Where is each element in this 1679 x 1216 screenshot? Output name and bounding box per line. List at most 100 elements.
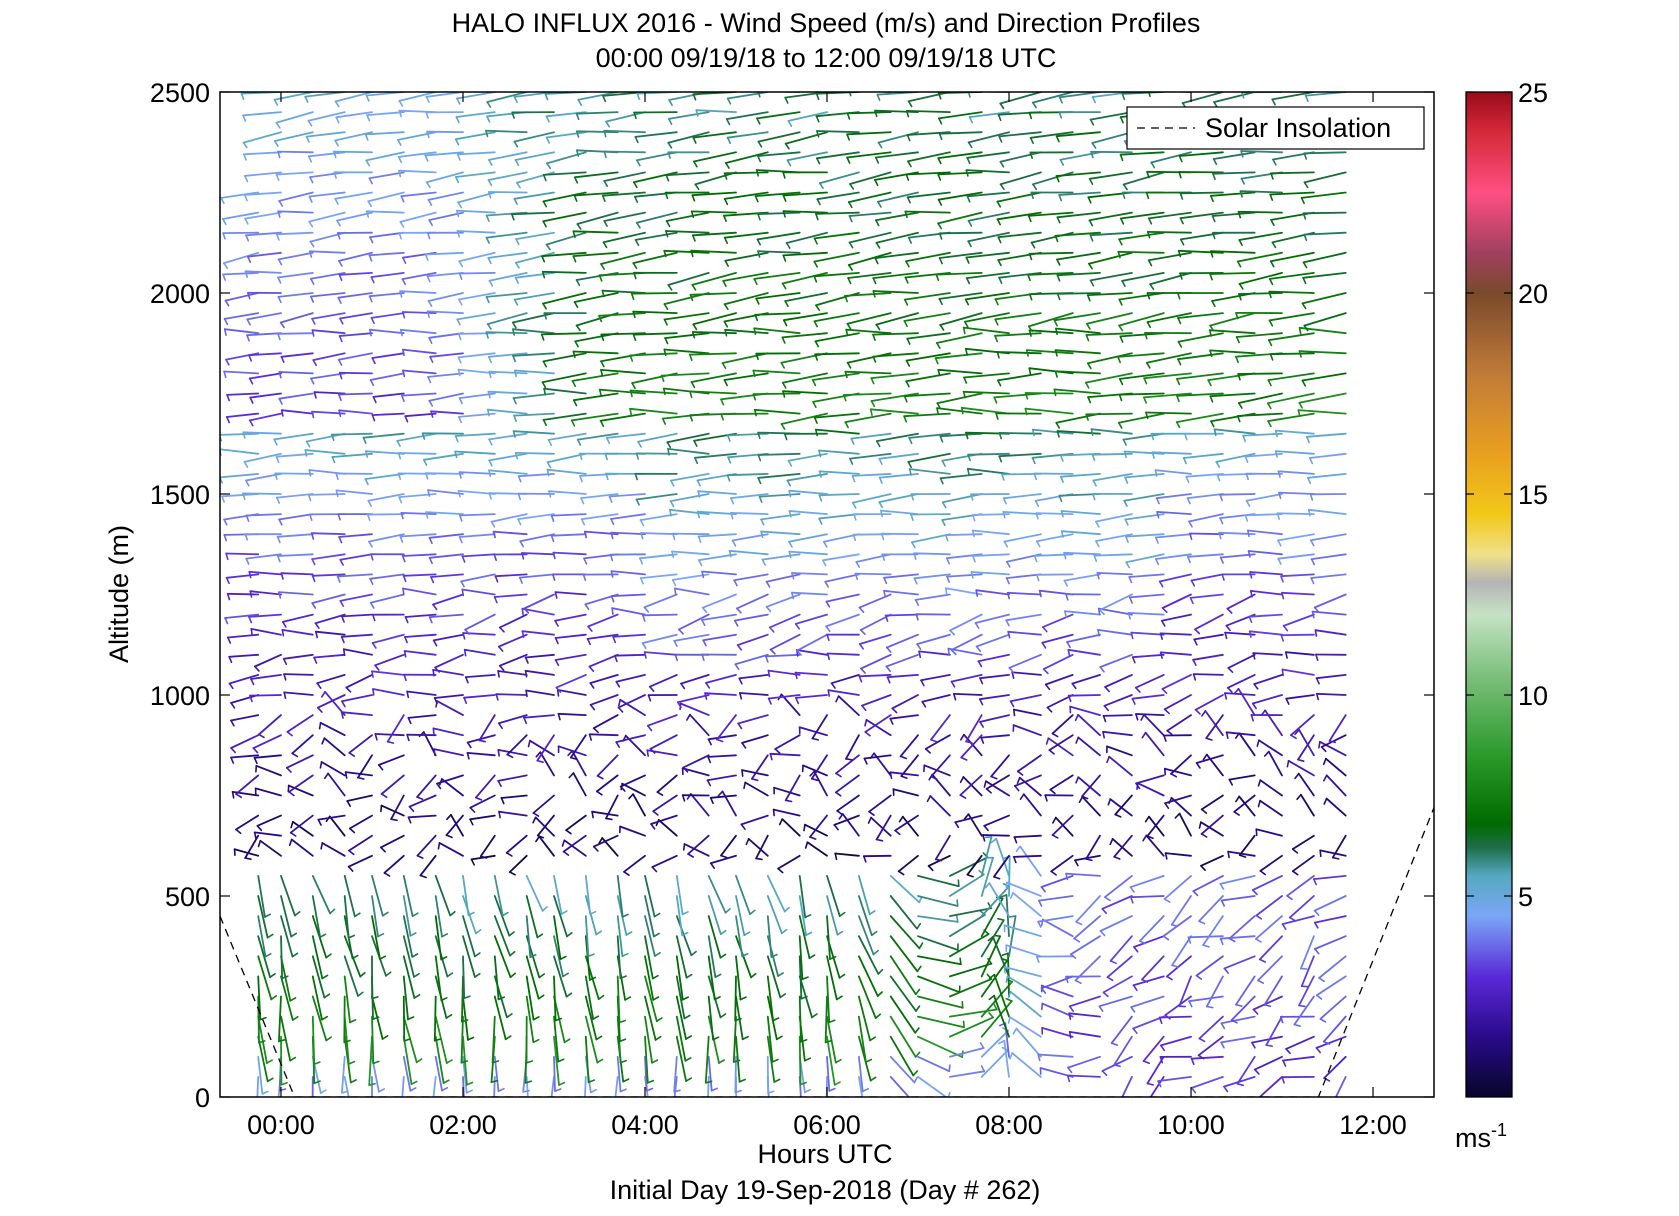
x-tick-label: 00:00 xyxy=(247,1110,315,1140)
wind-barb xyxy=(1175,412,1224,424)
wind-barb xyxy=(826,652,860,656)
wind-barb-flag xyxy=(333,150,337,159)
wind-barb-flag xyxy=(997,259,1002,267)
wind-barb xyxy=(542,171,587,176)
wind-barb xyxy=(1106,745,1133,757)
wind-barb xyxy=(992,935,1010,978)
wind-barb-flag xyxy=(319,1089,327,1094)
wind-barb-flag xyxy=(1318,977,1325,983)
wind-barb-flag xyxy=(723,303,729,311)
wind-barb xyxy=(1319,995,1347,1020)
wind-barb-flag xyxy=(421,432,426,440)
wind-barb-flag xyxy=(903,415,908,423)
wind-barb-flag xyxy=(999,160,1005,168)
wind-barb xyxy=(1298,350,1347,355)
wind-barb xyxy=(689,292,737,296)
wind-barb xyxy=(1239,190,1283,194)
wind-barb xyxy=(1101,1055,1133,1072)
wind-barb-flag xyxy=(600,369,604,377)
wind-barb-flag xyxy=(1098,1005,1104,1013)
wind-barb xyxy=(1123,450,1165,455)
wind-barb xyxy=(396,432,437,442)
wind-barb xyxy=(1070,935,1101,956)
wind-barb xyxy=(765,573,801,583)
wind-barb-flag xyxy=(1314,629,1318,637)
wind-barb-flag xyxy=(290,820,294,829)
wind-barb xyxy=(1230,995,1256,1021)
wind-barb-flag xyxy=(244,175,249,183)
wind-barb xyxy=(546,468,587,475)
wind-barb-flag xyxy=(858,675,863,683)
x-tick-label: 12:00 xyxy=(1339,1110,1407,1140)
wind-barb xyxy=(1255,915,1283,940)
wind-barb-flag xyxy=(277,210,281,218)
wind-barb xyxy=(1125,553,1165,564)
wind-barb-flag xyxy=(266,1077,274,1083)
wind-barb-flag xyxy=(1128,576,1133,584)
wind-barb xyxy=(720,412,769,416)
wind-barb-flag xyxy=(757,250,761,258)
wind-barb-flag xyxy=(402,587,405,596)
wind-barb xyxy=(532,794,555,814)
wind-barb-flag xyxy=(907,100,913,108)
wind-barb-flag xyxy=(1005,975,1009,983)
wind-barb xyxy=(1146,312,1192,324)
wind-barbs xyxy=(220,92,1347,1097)
wind-barb xyxy=(603,211,646,222)
wind-barb xyxy=(309,292,346,298)
wind-barb-flag xyxy=(579,452,583,461)
wind-barb-flag xyxy=(524,656,529,664)
wind-barb xyxy=(1238,271,1283,285)
wind-barb-flag xyxy=(918,942,924,950)
wind-barb xyxy=(553,895,568,938)
wind-barb xyxy=(331,452,373,458)
wind-barb xyxy=(673,633,710,642)
wind-barb-flag xyxy=(886,646,892,653)
wind-barb-flag xyxy=(1058,194,1063,202)
wind-barb xyxy=(935,332,983,344)
wind-barb-flag xyxy=(803,1057,812,1062)
wind-barb xyxy=(907,151,951,163)
wind-barb xyxy=(1209,271,1256,275)
wind-barb-flag xyxy=(230,756,235,764)
wind-barb-flag xyxy=(338,409,342,418)
wind-barb-flag xyxy=(598,837,604,845)
wind-barb xyxy=(795,649,828,656)
wind-barb xyxy=(858,995,871,1042)
wind-barb-flag xyxy=(400,512,404,520)
wind-barb-flag xyxy=(845,328,849,337)
wind-barb-flag xyxy=(338,536,343,544)
wind-barb xyxy=(886,674,919,679)
wind-barb xyxy=(646,714,678,727)
wind-barb xyxy=(1257,955,1283,982)
wind-barb-flag xyxy=(558,1081,566,1086)
wind-barb-flag xyxy=(469,818,474,826)
wind-barb-flag xyxy=(621,913,629,918)
wind-barb-flag xyxy=(1213,428,1217,437)
wind-barb xyxy=(788,550,828,556)
wind-barb-flag xyxy=(889,771,893,780)
wind-barb xyxy=(766,1015,774,1063)
wind-barb-flag xyxy=(681,910,689,916)
wind-barb-flag xyxy=(1041,641,1047,649)
wind-barb-flag xyxy=(433,748,436,756)
wind-barb xyxy=(1088,171,1133,180)
wind-barb xyxy=(798,915,811,960)
wind-barb xyxy=(1054,370,1101,375)
wind-barb xyxy=(1164,995,1192,1017)
wind-barb xyxy=(858,895,873,937)
wind-barb-flag xyxy=(474,972,481,978)
wind-barb-flag xyxy=(368,1082,376,1086)
wind-barb-flag xyxy=(548,490,552,498)
wind-barb-flag xyxy=(583,530,588,539)
wind-barb-flag xyxy=(781,381,787,389)
wind-barb-flag xyxy=(1056,430,1060,438)
wind-barb xyxy=(291,820,314,837)
wind-barb xyxy=(460,975,464,1023)
wind-barb-flag xyxy=(757,213,761,221)
wind-barb-flag xyxy=(515,238,520,246)
wind-barb xyxy=(1089,111,1133,121)
wind-barb xyxy=(1237,392,1283,404)
wind-barb-flag xyxy=(226,592,231,601)
wind-barb xyxy=(1154,553,1192,560)
